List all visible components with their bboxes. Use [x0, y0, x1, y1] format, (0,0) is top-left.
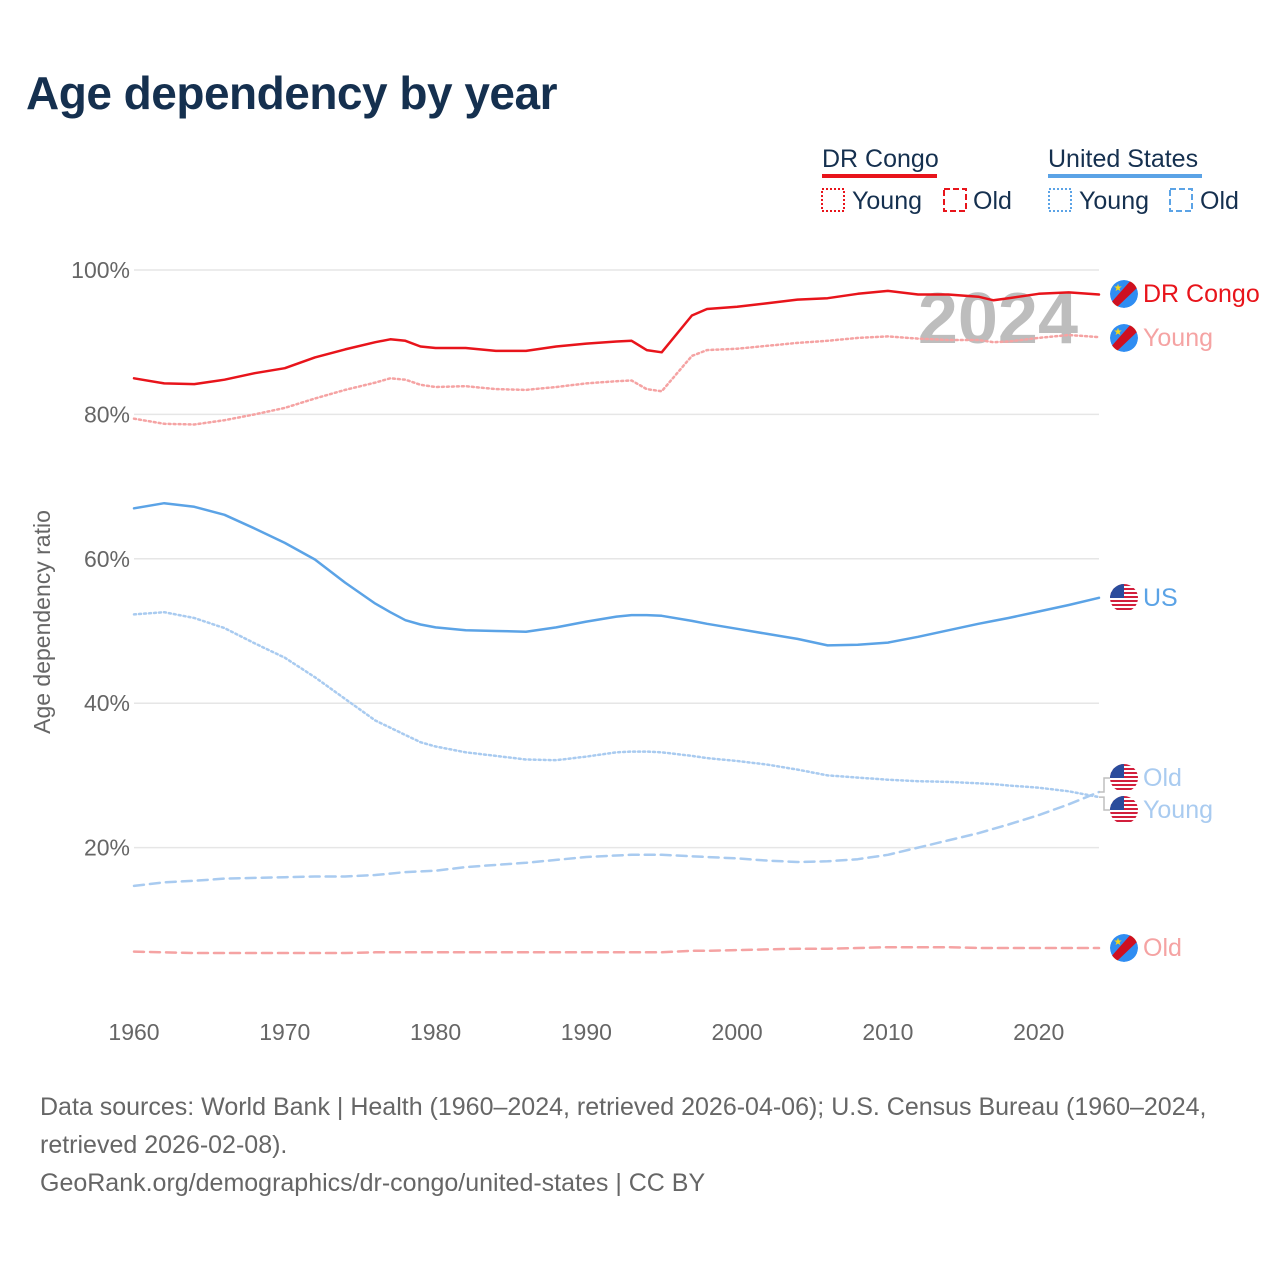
series-line-congo-old[interactable]	[132, 945, 1101, 955]
chart-title: Age dependency by year	[26, 67, 557, 119]
series-line-us-old[interactable]	[132, 790, 1101, 888]
label-connectors	[1099, 777, 1110, 811]
legend-group-label: United States	[1048, 145, 1198, 173]
x-tick-label: 1970	[259, 1019, 310, 1045]
y-tick-label: 40%	[84, 690, 130, 716]
us-flag-icon	[1110, 796, 1138, 824]
legend-dashed-swatch	[1169, 188, 1193, 212]
y-tick-label: 20%	[84, 835, 130, 861]
x-tick-label: 1990	[561, 1019, 612, 1045]
svg-text:★: ★	[1114, 327, 1123, 338]
dr-congo-flag-icon: ★	[1110, 324, 1138, 352]
legend-dotted-swatch	[1048, 188, 1072, 212]
legend-group-underline	[1048, 174, 1202, 178]
y-tick-label: 100%	[71, 257, 130, 283]
series-line-congo-young[interactable]	[132, 333, 1101, 426]
end-label-congo-old: Old	[1143, 934, 1182, 962]
label-connector	[1099, 796, 1110, 811]
legend-group-united-states[interactable]: United States Young Old	[1048, 145, 1239, 215]
us-flag-icon	[1110, 584, 1138, 612]
y-axis-label: Age dependency ratio	[29, 510, 55, 734]
data-sources: Data sources: World Bank | Health (1960–…	[40, 1093, 1207, 1159]
line-chart: DR Congo Young Old United States Young O…	[29, 145, 1260, 1045]
legend-dashed-swatch	[943, 188, 967, 212]
grid-lines	[134, 269, 1099, 849]
footer: Data sources: World Bank | Health (1960–…	[40, 1088, 1250, 1202]
end-label-us-young: Young	[1143, 796, 1213, 824]
y-tick-label: 80%	[84, 401, 130, 427]
x-tick-label: 2000	[712, 1019, 763, 1045]
series-line-us-young[interactable]	[132, 610, 1101, 799]
end-label-us-total: US	[1143, 584, 1178, 612]
series-line-us-total[interactable]	[132, 501, 1101, 647]
credit-link[interactable]: GeoRank.org/demographics/dr-congo/united…	[40, 1169, 706, 1197]
series-lines	[132, 289, 1101, 955]
legend-item-label: Old	[1200, 187, 1239, 215]
series-line-congo-total[interactable]	[132, 289, 1101, 386]
x-axis-ticks: 1960 1970 1980 1990 2000 2010 2020	[108, 1019, 1064, 1045]
year-watermark: 2024	[918, 279, 1078, 359]
x-tick-label: 2020	[1013, 1019, 1064, 1045]
legend: DR Congo Young Old United States Young O…	[821, 145, 1239, 215]
y-axis-ticks: 20% 40% 60% 80% 100%	[71, 257, 130, 861]
svg-text:★: ★	[1114, 283, 1123, 294]
end-label-congo-young: Young	[1143, 324, 1213, 352]
legend-item-label: Old	[973, 187, 1012, 215]
legend-group-label: DR Congo	[822, 145, 939, 173]
dr-congo-flag-icon: ★	[1110, 934, 1138, 962]
dr-congo-flag-icon: ★	[1110, 280, 1138, 308]
end-label-us-old: Old	[1143, 764, 1182, 792]
label-connector	[1099, 777, 1110, 793]
x-tick-label: 2010	[862, 1019, 913, 1045]
y-tick-label: 60%	[84, 546, 130, 572]
end-label-congo-total: DR Congo	[1143, 280, 1260, 308]
us-flag-icon	[1110, 764, 1138, 792]
svg-text:★: ★	[1114, 937, 1123, 948]
legend-group-dr-congo[interactable]: DR Congo Young Old	[821, 145, 1012, 215]
legend-item-label: Young	[852, 187, 922, 215]
legend-group-underline	[822, 174, 937, 178]
end-labels: ★ DR Congo ★ Young US Old Young ★ Old	[1110, 280, 1260, 962]
legend-dotted-swatch	[821, 188, 845, 212]
legend-item-label: Young	[1079, 187, 1149, 215]
x-tick-label: 1980	[410, 1019, 461, 1045]
x-tick-label: 1960	[108, 1019, 159, 1045]
